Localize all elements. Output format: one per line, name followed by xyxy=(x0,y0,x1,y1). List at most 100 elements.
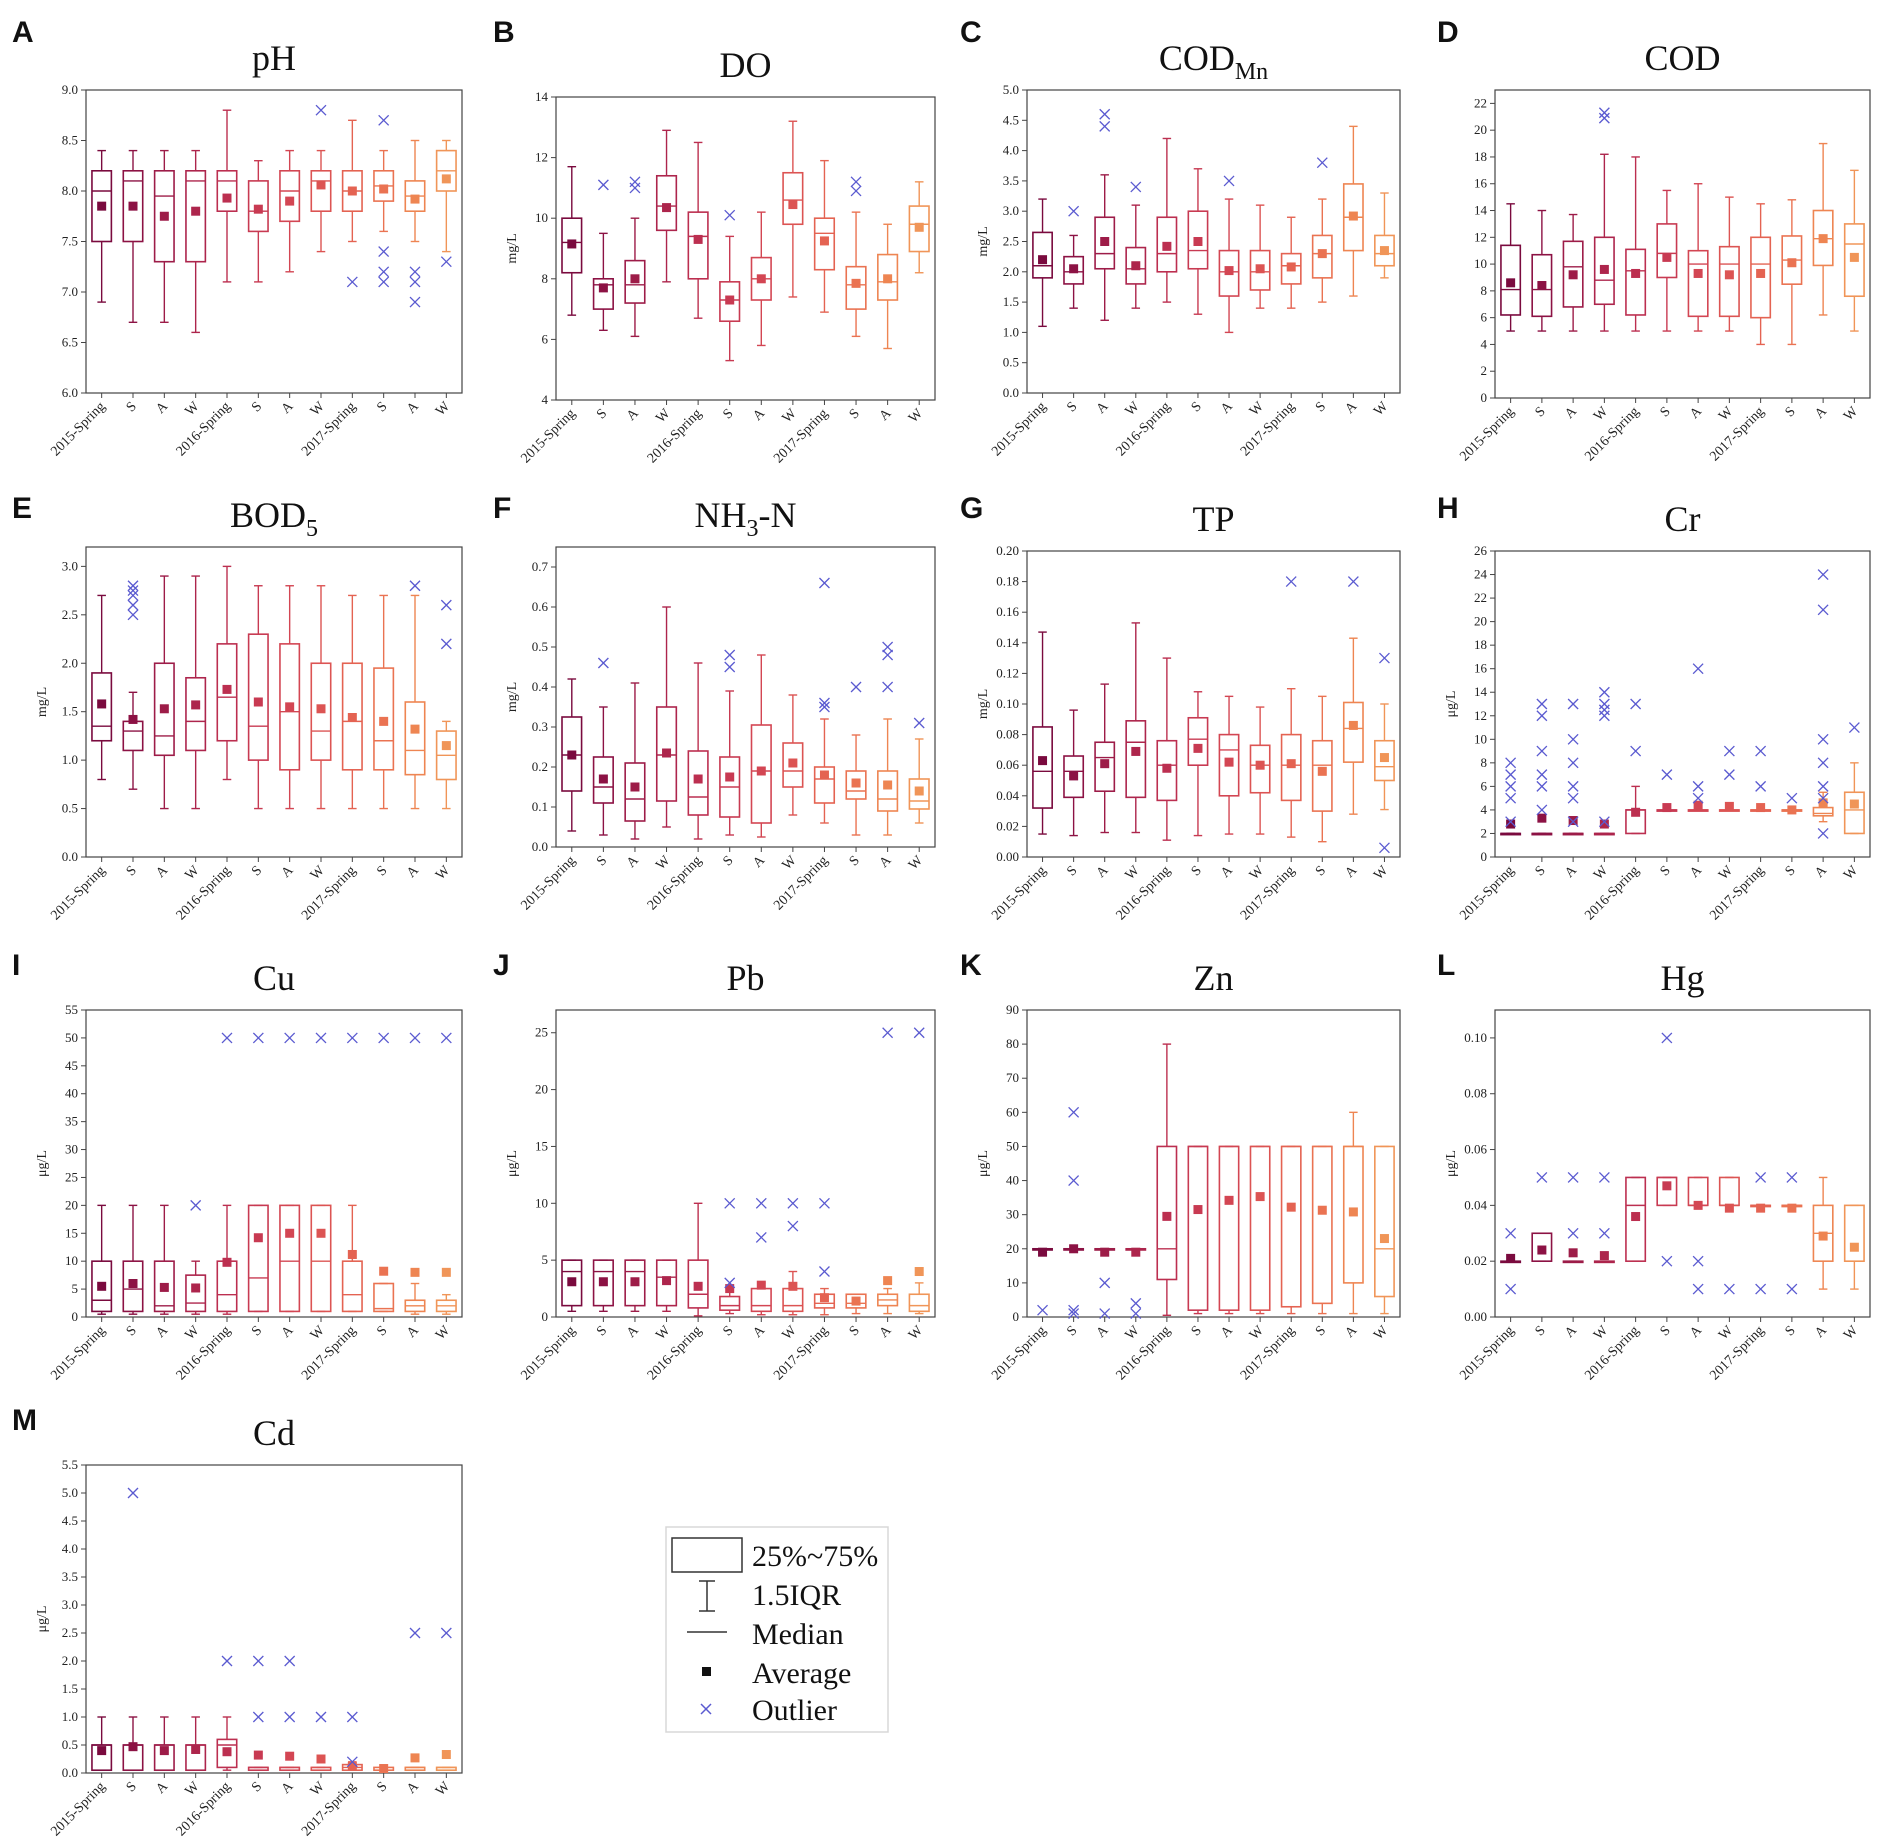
y-tick-label: 20 xyxy=(535,1082,548,1097)
outlier-marker xyxy=(315,1032,327,1044)
y-tick-label: 1.5 xyxy=(62,704,78,719)
panel-title: BOD5 xyxy=(230,495,318,542)
average-marker xyxy=(788,1281,798,1291)
box-7 xyxy=(1687,1176,1709,1295)
average-marker xyxy=(819,770,829,780)
iqr-box xyxy=(1249,744,1271,794)
plot-frame xyxy=(1494,89,1871,399)
iqr-box xyxy=(153,662,175,757)
y-tick-label: 90 xyxy=(1006,1002,1019,1017)
x-tick-label: S xyxy=(847,853,863,869)
x-tick-label: S xyxy=(594,406,610,422)
average-marker xyxy=(159,704,169,714)
y-tick-label: 4.0 xyxy=(62,1541,78,1556)
x-tick-label: 2015-Spring xyxy=(48,1779,108,1839)
box-5 xyxy=(1156,137,1178,303)
iqr-box xyxy=(122,720,144,752)
outlier-marker xyxy=(1817,733,1829,745)
y-tick-label: 5.0 xyxy=(62,1485,78,1500)
outlier-marker xyxy=(315,1711,327,1723)
iqr-box xyxy=(561,217,583,274)
box-6 xyxy=(247,1655,269,1772)
box-11 xyxy=(404,139,426,308)
box-5 xyxy=(1625,156,1647,332)
y-tick-label: 45 xyxy=(65,1058,78,1073)
outlier-marker xyxy=(346,1756,358,1768)
y-tick-label: 8 xyxy=(1481,755,1488,770)
outlier-marker xyxy=(1567,698,1579,710)
iqr-box xyxy=(782,742,804,788)
y-tick-label: 20 xyxy=(1474,122,1487,137)
box-11 xyxy=(1342,576,1364,815)
x-tick-label: W xyxy=(433,1779,454,1800)
x-tick-label: S xyxy=(1658,404,1674,420)
y-tick-label: 0.06 xyxy=(996,757,1019,772)
legend-average-swatch xyxy=(702,1667,711,1676)
y-tick-label: 6.5 xyxy=(62,335,78,350)
x-tick-label: S xyxy=(374,863,390,879)
average-marker xyxy=(159,211,169,221)
x-tick-label: A xyxy=(1687,863,1705,881)
outlier-marker xyxy=(378,266,390,278)
box-10 xyxy=(373,1764,395,1774)
x-tick-label: W xyxy=(653,1323,674,1344)
y-tick-label: 26 xyxy=(1474,543,1488,558)
iqr-box xyxy=(1063,255,1085,285)
box-7 xyxy=(750,211,772,347)
box-6 xyxy=(247,585,269,810)
y-tick-label: 70 xyxy=(1006,1070,1019,1085)
box-2 xyxy=(592,179,614,332)
x-tick-label: S xyxy=(374,399,390,415)
iqr-box xyxy=(310,170,332,213)
x-tick-label: A xyxy=(1218,1323,1236,1341)
y-tick-label: 6.0 xyxy=(62,385,78,400)
average-marker xyxy=(222,1747,232,1757)
panel-letter: B xyxy=(493,16,515,49)
outlier-marker xyxy=(1661,1255,1673,1267)
y-axis-label: mg/L xyxy=(505,233,520,263)
iqr-box xyxy=(877,770,899,812)
iqr-box xyxy=(247,1204,269,1313)
y-tick-label: 3.5 xyxy=(1003,173,1019,188)
plot-frame xyxy=(85,546,463,858)
box-1 xyxy=(1500,757,1522,836)
outlier-marker xyxy=(1378,842,1390,854)
average-marker xyxy=(191,1744,201,1754)
box-1 xyxy=(561,678,583,832)
average-marker xyxy=(630,274,640,284)
iqr-box xyxy=(1750,236,1772,319)
outlier-marker xyxy=(1068,205,1080,217)
y-tick-label: 7.0 xyxy=(62,284,78,299)
x-tick-label: W xyxy=(183,1779,204,1800)
outlier-marker xyxy=(1567,780,1579,792)
outlier-marker xyxy=(755,1197,767,1209)
box-5 xyxy=(1625,1176,1647,1262)
average-marker xyxy=(1818,234,1828,244)
average-marker xyxy=(128,1742,138,1752)
outlier-marker xyxy=(1285,576,1297,588)
x-tick-label: S xyxy=(1189,1323,1205,1339)
legend-frame xyxy=(665,1526,889,1733)
legend-whisker-label: 1.5IQR xyxy=(752,1579,841,1612)
y-tick-label: 0 xyxy=(1013,1309,1020,1324)
outlier-marker xyxy=(1567,792,1579,804)
y-tick-label: 35 xyxy=(65,1114,78,1129)
box-4 xyxy=(1125,622,1147,834)
y-tick-label: 2.0 xyxy=(62,655,78,670)
x-tick-label: S xyxy=(847,1323,863,1339)
y-tick-label: 80 xyxy=(1006,1036,1019,1051)
y-axis-label: μg/L xyxy=(35,1606,50,1633)
x-tick-label: W xyxy=(183,863,204,884)
y-tick-label: 25 xyxy=(535,1025,548,1040)
outlier-marker xyxy=(1068,1304,1080,1316)
x-tick-label: A xyxy=(877,853,895,871)
x-tick-label: A xyxy=(1094,1323,1112,1341)
panel-h: H Cr02468101214161820222426μg/L2015-Sprin… xyxy=(1437,492,1871,923)
y-tick-label: 2.0 xyxy=(62,1653,78,1668)
panel-letter: M xyxy=(12,1404,37,1437)
iqr-box xyxy=(1032,726,1053,809)
iqr-box xyxy=(782,1287,804,1313)
box-12 xyxy=(1374,1145,1395,1315)
iqr-box xyxy=(908,1293,930,1313)
average-marker xyxy=(1379,1234,1389,1244)
